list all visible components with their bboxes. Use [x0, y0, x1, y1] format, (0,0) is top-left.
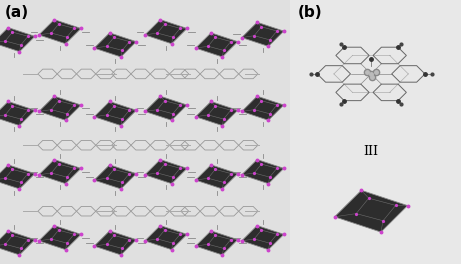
Polygon shape	[0, 231, 35, 255]
Polygon shape	[195, 33, 238, 57]
Polygon shape	[242, 225, 284, 250]
Polygon shape	[242, 22, 284, 46]
Text: (a): (a)	[5, 5, 29, 20]
Polygon shape	[39, 20, 81, 44]
Polygon shape	[195, 231, 238, 255]
Polygon shape	[0, 27, 35, 52]
Text: (b): (b)	[297, 5, 322, 20]
Polygon shape	[242, 96, 284, 120]
Polygon shape	[39, 159, 81, 184]
Bar	[290, 0, 461, 264]
Polygon shape	[242, 159, 284, 184]
Bar	[0, 0, 290, 264]
Polygon shape	[335, 190, 408, 232]
Polygon shape	[0, 165, 35, 189]
Polygon shape	[94, 33, 136, 57]
Polygon shape	[145, 159, 187, 184]
Polygon shape	[195, 165, 238, 189]
Polygon shape	[145, 225, 187, 250]
Polygon shape	[0, 101, 35, 126]
Polygon shape	[39, 225, 81, 250]
Polygon shape	[145, 96, 187, 120]
Text: III: III	[364, 145, 378, 158]
Polygon shape	[145, 20, 187, 44]
Polygon shape	[94, 231, 136, 255]
Polygon shape	[94, 165, 136, 189]
Polygon shape	[94, 101, 136, 126]
Polygon shape	[195, 101, 238, 126]
Polygon shape	[39, 96, 81, 120]
